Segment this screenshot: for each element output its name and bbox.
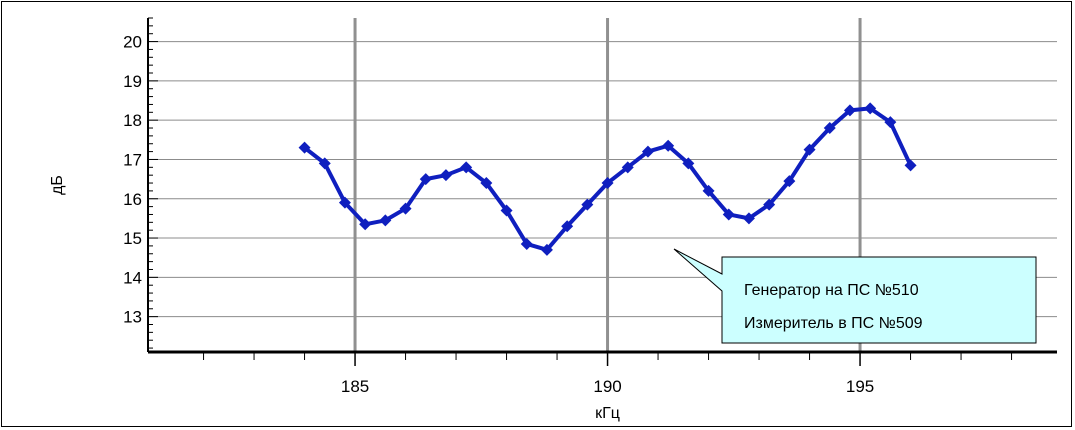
data-point (662, 139, 675, 152)
data-point (540, 243, 553, 256)
data-point (520, 237, 533, 250)
y-tick-label: 13 (123, 308, 142, 327)
data-point (641, 145, 654, 158)
tick-labels: 13 14 15 16 17 18 19 20 185 190 195 (123, 33, 874, 396)
y-axis-title: дБ (49, 175, 66, 195)
data-point (864, 102, 877, 115)
y-tick-label: 16 (123, 190, 142, 209)
data-point (783, 175, 796, 188)
annotation-callout: Генератор на ПС №510 Измеритель в ПС №50… (673, 248, 1037, 344)
x-axis-title: кГц (595, 405, 620, 422)
x-tick-label: 185 (341, 377, 369, 396)
data-point (581, 198, 594, 211)
data-point (601, 177, 614, 190)
data-point (439, 169, 452, 182)
data-point (823, 122, 836, 135)
data-point (682, 157, 695, 170)
callout-shape (673, 248, 1037, 344)
data-point (419, 173, 432, 186)
y-tick-label: 19 (123, 72, 142, 91)
data-point (359, 218, 372, 231)
data-point (884, 116, 897, 129)
series (298, 102, 917, 256)
data-point (722, 208, 735, 221)
data-point (460, 161, 473, 174)
data-point (338, 196, 351, 209)
data-point (763, 198, 776, 211)
x-tick-label: 195 (846, 377, 874, 396)
data-point (561, 220, 574, 233)
y-tick-label: 20 (123, 33, 142, 52)
annotation-line-1: Генератор на ПС №510 (744, 282, 919, 299)
data-point (803, 143, 816, 156)
data-point (702, 184, 715, 197)
data-point (904, 159, 917, 172)
data-point (399, 202, 412, 215)
data-point (379, 214, 392, 227)
data-point (742, 212, 755, 225)
data-point (298, 141, 311, 154)
data-point (621, 161, 634, 174)
annotation-line-2: Измеритель в ПС №509 (744, 315, 923, 332)
x-tick-label: 190 (593, 377, 621, 396)
data-point (843, 104, 856, 117)
axes (147, 17, 1057, 366)
y-tick-label: 17 (123, 150, 142, 169)
data-point (500, 204, 513, 217)
y-tick-label: 14 (123, 268, 142, 287)
y-tick-label: 18 (123, 111, 142, 130)
y-tick-label: 15 (123, 229, 142, 248)
data-point (480, 177, 493, 190)
data-point (318, 157, 331, 170)
